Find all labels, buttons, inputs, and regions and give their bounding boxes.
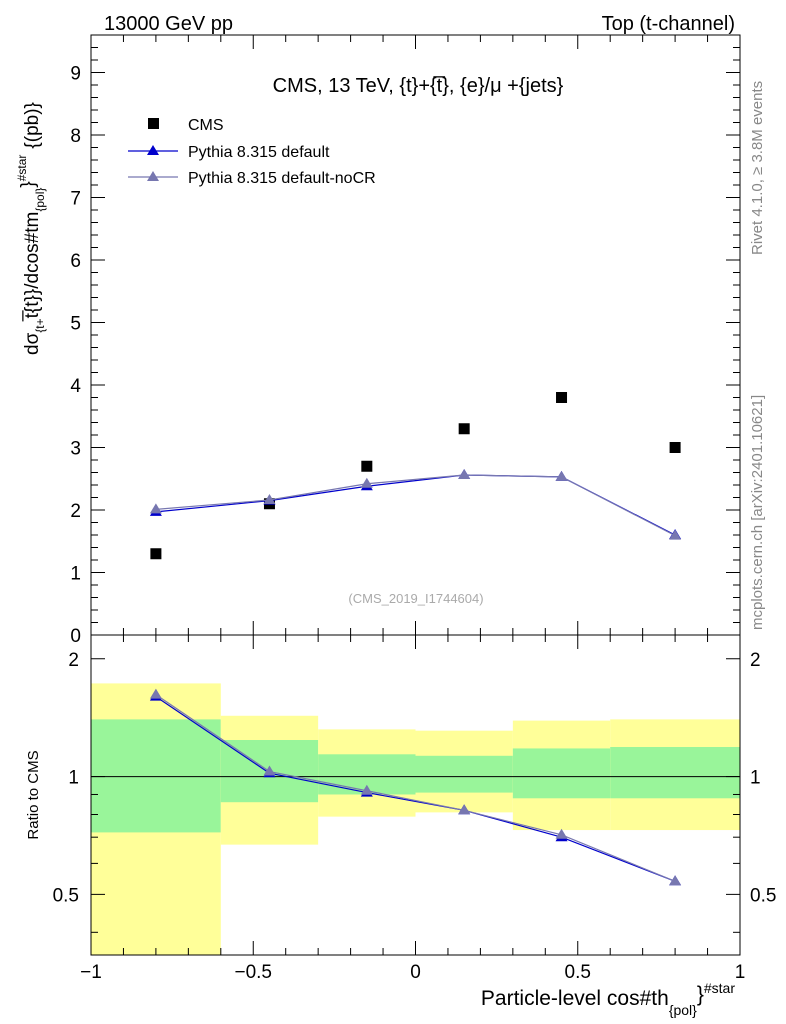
x-tick-label: 0 [410,962,421,983]
ratio-ylabel: Ratio to CMS [25,750,42,839]
ratio-panel: 0.5 0.5 1 1 2 2 −1 −0.5 0 0.5 1 Ratio to CMS Parti… [25,634,776,1018]
ratio-ytick-label: 0.5 [53,885,79,906]
header-right: Top (t-channel) [602,13,735,35]
rivet-label: Rivet 4.1.0, ≥ 3.8M events [749,81,766,255]
ratio-series [149,688,682,886]
legend: CMS Pythia 8.315 default Pythia 8.315 de… [128,117,376,187]
main-ytick-label: 2 [70,501,81,522]
x-axis-label: Particle-level cos#th{pol}}#star [481,980,735,1018]
ratio-mc-marker [555,828,568,839]
mc-line [155,474,676,537]
ratio-band-inner [91,719,221,833]
legend-label-cms: CMS [188,117,224,134]
mc-marker [263,494,276,504]
main-ytick-label: 8 [70,126,81,147]
ratio-mc-marker [263,765,276,776]
cms-data-point [556,392,568,403]
cms-data-point [458,423,470,435]
x-tick-label: 1 [735,962,746,983]
ratio-bands [91,683,740,955]
main-series [149,392,682,560]
legend-marker-nocr [147,171,159,181]
mc-marker [555,470,568,481]
ratio-ytick-label-right: 0.5 [750,885,776,906]
main-ytick-label: 4 [70,376,81,397]
ratio-mc-marker [149,688,162,699]
main-ytick-label: 3 [70,439,81,460]
ratio-mc-marker [458,804,471,815]
ratio-mc-marker [360,784,373,795]
main-ytick-label: 6 [70,251,81,272]
mc-line [155,474,676,536]
mc-marker [360,477,373,488]
main-axis-ticks: 0 1 2 3 4 5 6 7 8 9 [70,34,741,647]
x-tick-label: −0.5 [234,962,272,983]
main-ytick-label: 5 [70,314,81,335]
ratio-ytick-label: 2 [68,650,79,671]
ratio-ytick-label-right: 2 [750,650,761,671]
ratio-band-inner [415,755,513,793]
legend-marker-cms [148,118,159,129]
legend-label-default: Pythia 8.315 default [188,144,330,161]
x-tick-label: −1 [80,962,102,983]
mc-marker [669,529,682,540]
legend-label-nocr: Pythia 8.315 default-noCR [188,170,376,187]
x-tick-label: 0.5 [565,962,591,983]
main-ytick-label: 9 [70,64,81,85]
mc-marker [458,469,471,479]
header-left: 13000 GeV pp [104,13,233,35]
main-title: CMS, 13 TeV, {t}+{t̅}, {e}/μ +{jets} [273,75,564,97]
ratio-mc-marker [669,875,682,886]
cms-data-point [361,460,373,472]
ratio-mc-line [155,694,676,882]
mc-marker [149,503,162,514]
ratio-ytick-label-right: 1 [750,768,761,789]
ratio-frame [90,634,741,956]
analysis-id: (CMS_2019_I1744604) [348,591,483,606]
ratio-band-inner [512,748,611,799]
ratio-ytick-label: 1 [68,768,79,789]
main-ytick-label: 1 [70,564,81,585]
ratio-band-inner [610,747,740,799]
legend-marker-default [147,145,159,155]
main-panel: 0 1 2 3 4 5 6 7 8 9 CMS, 13 TeV, {t}+{t̅}, {e}/μ … [15,34,741,647]
main-ylabel: dσ{t+t̅{t}}/dcos#tm{pol}}#star{(pb)} [15,102,47,355]
mcplots-label: mcplots.cern.ch [arXiv:2401.10621] [749,395,766,630]
main-ytick-label: 7 [70,189,81,210]
main-ytick-label: 0 [70,626,81,647]
cms-data-point [150,548,162,560]
ratio-mc-line [155,696,676,882]
cms-data-point [669,442,681,453]
